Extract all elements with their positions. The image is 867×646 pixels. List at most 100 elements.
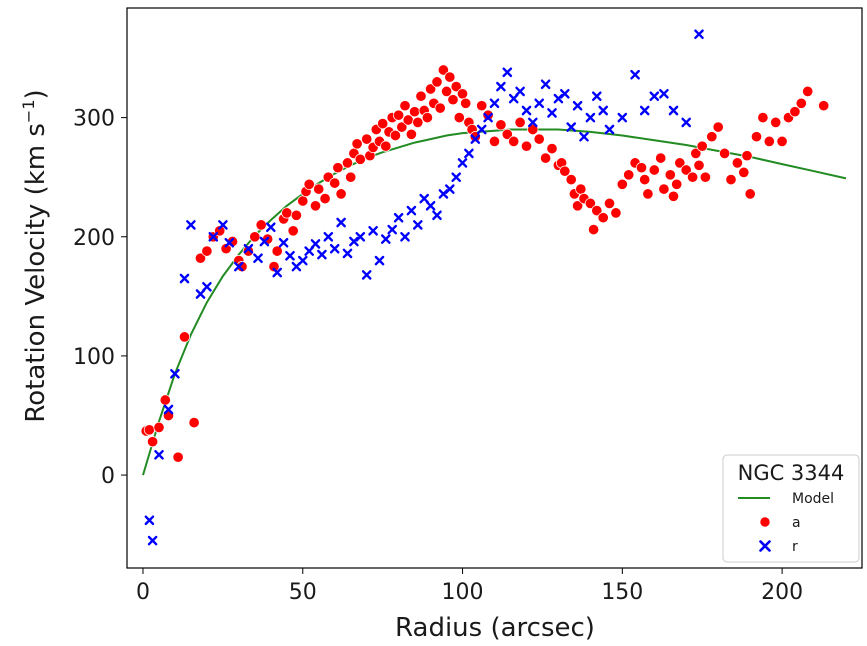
data-point-r — [476, 124, 487, 135]
data-point-a — [639, 174, 651, 186]
data-point-r — [336, 217, 346, 228]
data-point-a — [514, 116, 526, 128]
data-point-r — [639, 105, 650, 116]
data-point-r — [278, 237, 289, 248]
x-tick-label: 50 — [289, 580, 317, 605]
data-point-r — [598, 105, 608, 116]
data-point-a — [559, 165, 571, 177]
data-point-a — [425, 83, 437, 95]
data-point-r — [387, 224, 397, 235]
data-point-r — [585, 112, 596, 123]
data-point-a — [178, 331, 191, 343]
data-point-a — [584, 197, 596, 209]
data-point-a — [335, 188, 347, 200]
data-point-a — [546, 143, 558, 155]
data-point-a — [409, 106, 421, 118]
data-point-a — [667, 190, 680, 202]
data-point-r — [445, 184, 455, 194]
data-point-a — [591, 205, 603, 217]
data-point-r — [540, 79, 551, 90]
data-point-r — [323, 232, 334, 242]
data-point-a — [776, 135, 788, 147]
data-point-a — [818, 100, 830, 112]
data-point-a — [444, 71, 456, 83]
data-point-a — [434, 102, 446, 114]
data-point-a — [520, 140, 533, 152]
data-point-r — [272, 267, 282, 278]
data-point-a — [770, 116, 782, 128]
data-point-a — [450, 81, 462, 93]
data-point-r — [195, 289, 206, 299]
data-point-a — [706, 131, 718, 143]
legend-marker-r — [759, 540, 771, 552]
data-point-r — [381, 234, 391, 244]
y-axis-label-superscript: −1 — [19, 99, 38, 123]
y-axis-label: Rotation Velocity (km s−1) — [19, 89, 51, 422]
data-point-r — [572, 100, 583, 111]
data-point-a — [437, 64, 449, 76]
data-point-a — [565, 174, 577, 186]
data-point-r — [451, 172, 461, 182]
data-point-r — [425, 201, 436, 211]
data-point-r — [496, 81, 506, 92]
data-point-r — [374, 255, 385, 266]
data-point-a — [572, 200, 584, 212]
data-point-a — [664, 169, 676, 181]
legend-label-model: Model — [792, 491, 834, 507]
data-point-a — [658, 183, 670, 195]
data-point-r — [566, 122, 576, 132]
data-point-a — [389, 129, 401, 142]
data-point-r — [560, 89, 570, 99]
data-point-a — [763, 135, 775, 147]
legend-title: NGC 3344 — [738, 461, 845, 485]
x-tick-label: 100 — [442, 580, 484, 605]
data-point-a — [635, 162, 648, 174]
data-point-r — [310, 239, 321, 249]
data-point-a — [744, 188, 756, 200]
data-point-r — [419, 193, 429, 204]
data-point-r — [470, 134, 481, 144]
data-point-r — [528, 117, 538, 128]
data-point-a — [674, 157, 686, 169]
data-point-a — [281, 207, 293, 219]
data-point-r — [349, 236, 359, 247]
data-point-a — [731, 157, 743, 169]
data-point-a — [249, 231, 261, 243]
legend-marker-a — [759, 516, 771, 528]
y-axis-ticks: 0 100 200 300 — [73, 107, 127, 489]
data-point-r — [521, 105, 532, 116]
data-point-r — [547, 108, 557, 118]
data-point-a — [341, 157, 354, 169]
data-point-r — [208, 232, 219, 242]
data-point-r — [163, 404, 174, 415]
data-point-a — [172, 451, 184, 463]
y-tick-label: 100 — [73, 345, 115, 370]
data-point-a — [671, 178, 683, 190]
data-point-r — [170, 369, 180, 379]
data-point-a — [482, 109, 494, 121]
data-point-r — [285, 251, 295, 261]
data-point-r — [179, 273, 190, 284]
data-point-r — [393, 212, 404, 223]
data-point-r — [413, 220, 423, 230]
x-axis-label: Radius (arcsec) — [395, 613, 595, 643]
y-axis-label-main: Rotation Velocity (km s — [21, 123, 51, 423]
y-axis-label-close: ) — [21, 89, 51, 99]
data-point-a — [194, 252, 207, 264]
model-layer — [142, 128, 847, 476]
data-point-r — [361, 270, 372, 280]
data-point-a — [712, 121, 724, 133]
data-point-a — [345, 171, 357, 183]
data-point-r — [630, 69, 640, 80]
data-point-a — [642, 188, 654, 200]
data-point-a — [696, 140, 708, 152]
data-point-r — [649, 91, 660, 101]
data-point-a — [313, 183, 325, 195]
x-tick-label: 200 — [761, 580, 803, 605]
data-point-r — [304, 246, 314, 256]
data-point-r — [186, 220, 196, 230]
data-point-a — [447, 94, 459, 106]
data-point-r — [617, 112, 628, 123]
data-point-a — [405, 128, 417, 140]
data-point-r — [457, 158, 468, 168]
